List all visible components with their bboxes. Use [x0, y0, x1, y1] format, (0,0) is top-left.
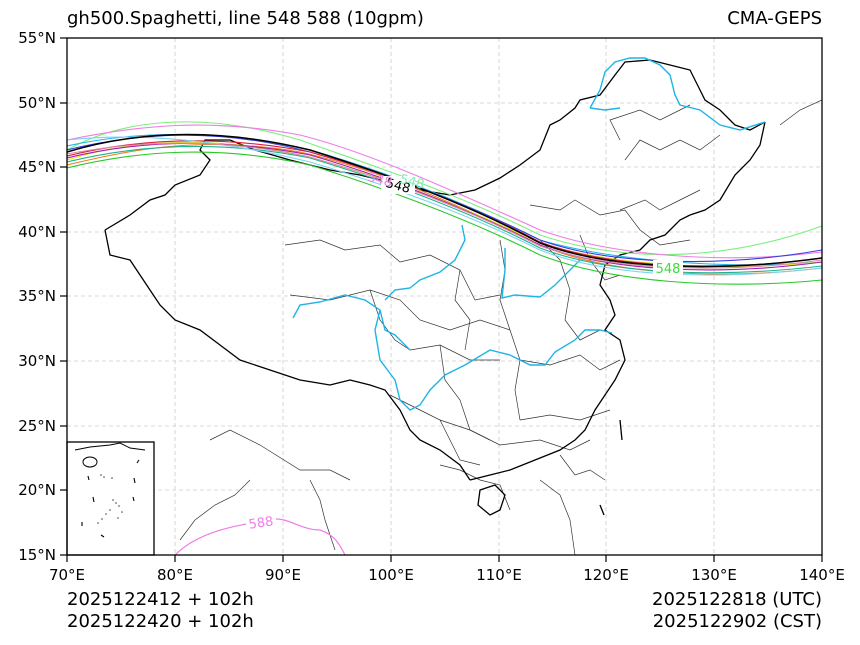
contour-labels: 548 548 548 548 588 — [246, 170, 683, 533]
y-tick-55: 55°N — [18, 29, 56, 47]
x-axis: 70°E 80°E 90°E 100°E 110°E 120°E 130°E 1… — [49, 555, 845, 584]
gridlines — [67, 38, 822, 555]
spaghetti-548-contours — [67, 121, 822, 285]
valid-time-cst: 2025122902 (CST) — [652, 611, 822, 632]
x-tick-90: 90°E — [265, 566, 301, 584]
y-tick-45: 45°N — [18, 158, 56, 176]
x-tick-100: 100°E — [368, 566, 414, 584]
init-time-line-2: 2025122420 + 102h — [67, 611, 254, 632]
y-tick-25: 25°N — [18, 417, 56, 435]
y-tick-40: 40°N — [18, 223, 56, 241]
model-source-label: CMA-GEPS — [727, 8, 822, 29]
x-tick-70: 70°E — [49, 566, 85, 584]
init-time-block: 2025122412 + 102h 2025122420 + 102h — [67, 589, 254, 633]
chart-title: gh500.Spaghetti, line 548 588 (10gpm) — [67, 8, 424, 29]
y-tick-30: 30°N — [18, 352, 56, 370]
y-tick-50: 50°N — [18, 94, 56, 112]
x-tick-110: 110°E — [476, 566, 522, 584]
init-time-line-1: 2025122412 + 102h — [67, 589, 254, 610]
x-tick-130: 130°E — [691, 566, 737, 584]
valid-time-utc: 2025122818 (UTC) — [652, 589, 822, 610]
x-tick-140: 140°E — [799, 566, 845, 584]
south-china-sea-inset — [66, 441, 155, 556]
y-axis: 55°N 50°N 45°N 40°N 35°N 30°N 25°N 20°N … — [18, 29, 67, 564]
map-frame — [66, 37, 823, 556]
label-548-green-east: 548 — [656, 262, 681, 277]
x-tick-80: 80°E — [157, 566, 193, 584]
valid-time-block: 2025122818 (UTC) 2025122902 (CST) — [652, 589, 822, 633]
label-548-mean: 548 — [384, 176, 412, 197]
y-tick-35: 35°N — [18, 287, 56, 305]
x-tick-120: 120°E — [583, 566, 629, 584]
label-548-magenta: 548 — [366, 170, 394, 191]
national-boundary — [104, 59, 766, 516]
label-588: 588 — [248, 514, 275, 532]
y-tick-15: 15°N — [18, 546, 56, 564]
label-548-green-west: 548 — [398, 172, 426, 193]
rivers — [292, 57, 766, 411]
province-boundaries — [179, 99, 822, 555]
contour-588 — [174, 518, 346, 555]
y-tick-20: 20°N — [18, 481, 56, 499]
